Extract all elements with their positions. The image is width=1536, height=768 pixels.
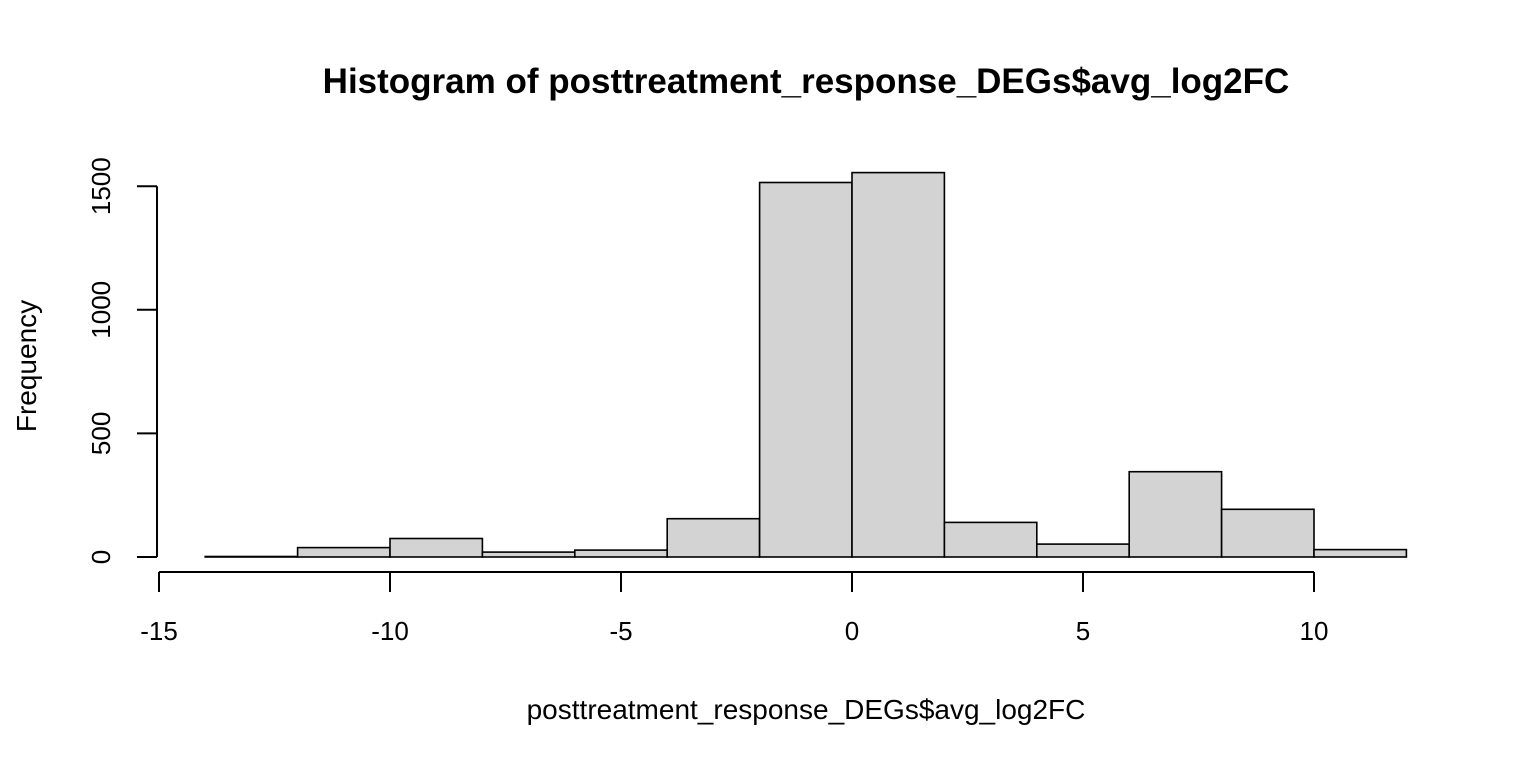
histogram-bar	[758, 181, 853, 558]
histogram-bar	[1220, 508, 1315, 558]
histogram-bar	[943, 521, 1038, 558]
y-axis-label: Frequency	[11, 300, 42, 432]
x-tick-label: 5	[1076, 616, 1090, 646]
y-tick-label: 1500	[86, 157, 116, 215]
x-tick-label: 10	[1300, 616, 1329, 646]
histogram-bar	[573, 549, 668, 558]
histogram-bar	[666, 517, 761, 558]
histogram-bar	[389, 537, 484, 558]
x-axis: -15 -10 -5 0 5 10	[140, 571, 1329, 646]
histogram-bar	[1036, 543, 1131, 558]
chart-title: Histogram of posttreatment_response_DEGs…	[323, 62, 1290, 101]
x-axis-label: posttreatment_response_DEGs$avg_log2FC	[527, 694, 1086, 725]
y-tick-label: 1000	[86, 281, 116, 339]
x-tick-label: 0	[845, 616, 859, 646]
histogram-bar	[1313, 548, 1408, 558]
histogram-bar	[1128, 470, 1223, 558]
y-tick-label: 0	[86, 550, 116, 564]
bars-group	[204, 171, 1408, 558]
histogram-bar	[481, 551, 576, 558]
histogram-bar	[851, 171, 946, 558]
y-tick-label: 500	[86, 412, 116, 455]
x-tick-label: -10	[371, 616, 409, 646]
x-tick-label: -5	[609, 616, 632, 646]
histogram-bar	[204, 555, 299, 558]
histogram-bar	[296, 546, 391, 558]
y-axis: 0 500 1000 1500	[86, 157, 158, 564]
x-tick-label: -15	[140, 616, 178, 646]
